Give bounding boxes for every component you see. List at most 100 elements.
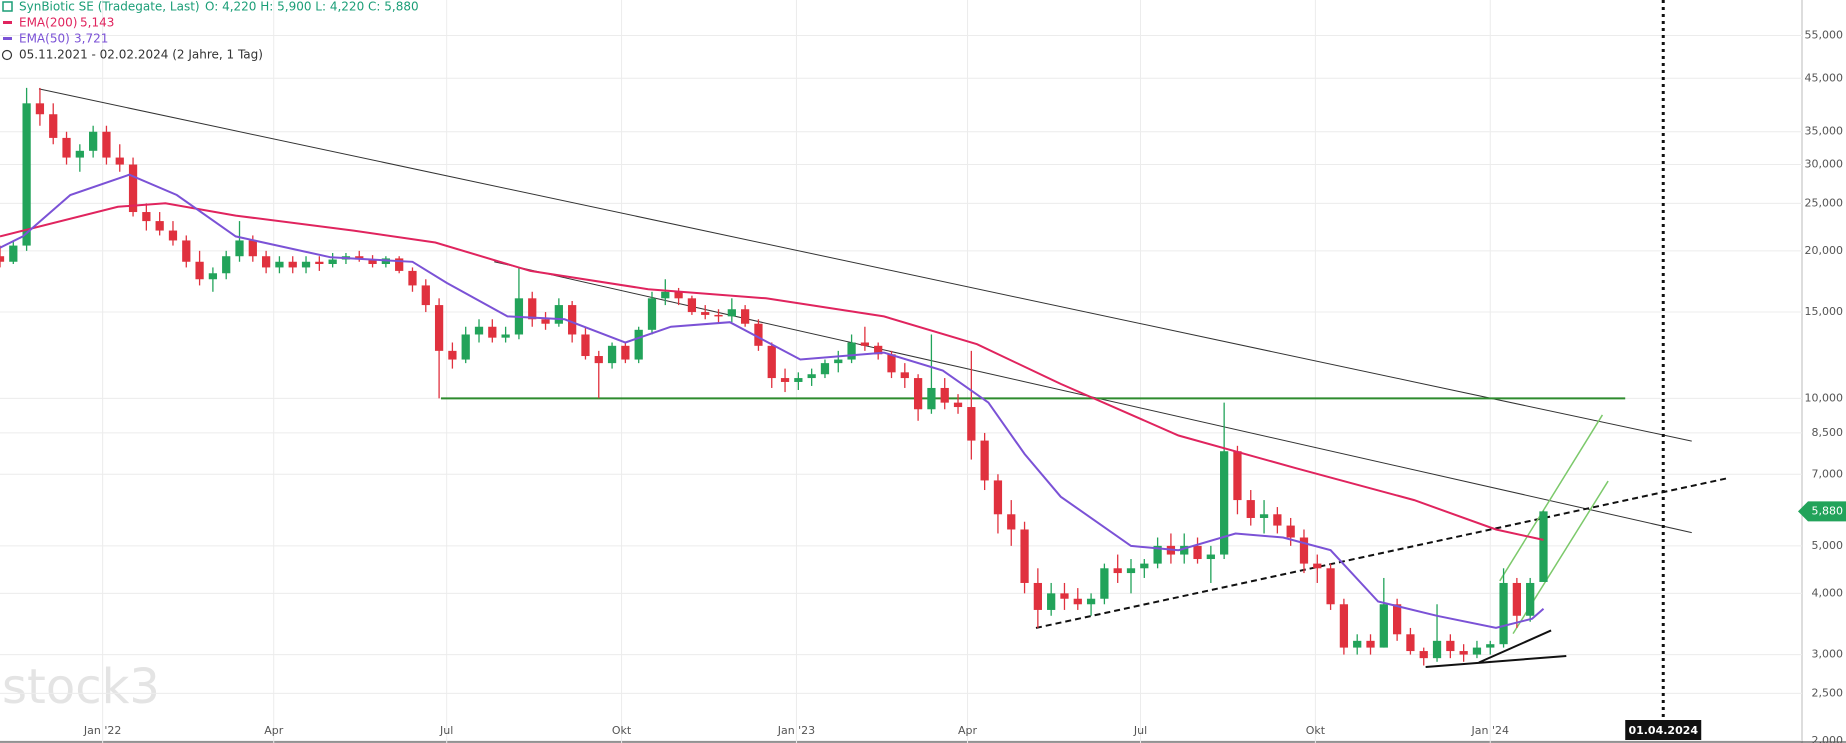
candle-body bbox=[967, 407, 976, 441]
candle-body bbox=[1299, 537, 1309, 564]
candle-body bbox=[1007, 514, 1016, 530]
x-tick-label: Apr bbox=[958, 724, 978, 737]
candle-body bbox=[1140, 563, 1149, 569]
last-price-label: 5,880 bbox=[1812, 504, 1844, 517]
candle-body bbox=[1206, 554, 1215, 560]
candle-body bbox=[661, 291, 670, 299]
candle-body bbox=[634, 329, 643, 360]
x-tick-label: Jul bbox=[1133, 724, 1147, 737]
candle-body bbox=[1020, 529, 1029, 583]
candle-body bbox=[714, 314, 723, 317]
y-tick-label: 45,000 bbox=[1805, 71, 1844, 84]
candle-body bbox=[488, 326, 497, 338]
last-price-badge bbox=[1798, 501, 1846, 522]
candle-body bbox=[222, 256, 231, 274]
candle-body bbox=[1526, 582, 1535, 616]
candle-body bbox=[568, 305, 577, 335]
candle-body bbox=[528, 298, 537, 320]
candle-body bbox=[953, 402, 963, 408]
candle-body bbox=[1060, 593, 1069, 599]
candle-body bbox=[940, 387, 949, 403]
candle-body bbox=[1086, 598, 1096, 605]
candle-body bbox=[860, 342, 870, 346]
candle-body bbox=[687, 298, 697, 313]
y-tick-label: 30,000 bbox=[1805, 158, 1844, 171]
y-tick-label: 15,000 bbox=[1805, 305, 1844, 318]
trendline bbox=[1425, 654, 1567, 668]
candle-body bbox=[900, 372, 909, 379]
candle-body bbox=[408, 270, 417, 286]
y-tick-label: 8,500 bbox=[1812, 426, 1844, 439]
y-tick-label: 2,000 bbox=[1812, 734, 1844, 743]
legend-label: EMA(200) bbox=[19, 16, 77, 30]
candle-body bbox=[1326, 568, 1335, 605]
legend-swatch bbox=[3, 21, 12, 24]
candle-body bbox=[461, 334, 470, 360]
x-tick-label: Okt bbox=[1306, 724, 1326, 737]
watermark: stock3 bbox=[2, 659, 160, 715]
candle-body bbox=[1419, 651, 1428, 659]
y-tick-label: 3,000 bbox=[1812, 648, 1844, 661]
candle-body bbox=[1499, 582, 1508, 645]
candle-body bbox=[155, 221, 164, 231]
candle-body bbox=[834, 359, 843, 364]
candle-body bbox=[1113, 568, 1122, 574]
candle-body bbox=[1073, 598, 1082, 605]
candle-body bbox=[1313, 563, 1322, 569]
period: 05.11.2021 - 02.02.2024 (2 Jahre, 1 Tag) bbox=[19, 48, 263, 62]
candle-body bbox=[128, 164, 138, 213]
candle-body bbox=[62, 137, 71, 158]
candle-body bbox=[554, 305, 563, 324]
candle-body bbox=[1406, 634, 1415, 652]
candle-body bbox=[927, 387, 936, 410]
candle-body bbox=[102, 131, 111, 158]
candle-body bbox=[315, 261, 324, 265]
candle-body bbox=[448, 350, 457, 360]
y-tick-label: 10,000 bbox=[1805, 391, 1844, 404]
candle-body bbox=[1339, 604, 1349, 648]
candle-body bbox=[1446, 640, 1455, 652]
candle-body bbox=[301, 261, 311, 268]
chart-title: SynBiotic SE (Tradegate, Last) bbox=[19, 0, 200, 14]
candle-body bbox=[1472, 647, 1482, 655]
candle-body bbox=[1353, 640, 1362, 648]
y-tick-label: 35,000 bbox=[1805, 125, 1844, 138]
candle-body bbox=[1512, 582, 1521, 616]
x-tick-label: Okt bbox=[612, 724, 632, 737]
y-tick-label: 55,000 bbox=[1805, 29, 1844, 42]
candle-body bbox=[1100, 568, 1109, 599]
candle-body bbox=[754, 323, 763, 346]
candle-body bbox=[1033, 582, 1042, 610]
legend-swatch bbox=[3, 37, 12, 40]
candle-body bbox=[1273, 514, 1282, 526]
candle-body bbox=[607, 345, 617, 364]
candle-body bbox=[75, 150, 84, 158]
candle-body bbox=[115, 157, 124, 165]
clock-icon bbox=[1, 49, 13, 61]
x-tick-label: Jan '24 bbox=[1471, 724, 1509, 737]
candle-body bbox=[767, 345, 776, 379]
candle-body bbox=[474, 326, 484, 335]
trendline bbox=[1035, 477, 1727, 629]
candle-body bbox=[1233, 451, 1242, 501]
x-tick-label: Jan '22 bbox=[83, 724, 121, 737]
candle-body bbox=[874, 345, 883, 355]
candle-body bbox=[235, 240, 244, 257]
legend-value: 5,143 bbox=[80, 16, 114, 30]
candle-body bbox=[581, 334, 590, 357]
candle-body bbox=[261, 256, 271, 268]
legend-value: 3,721 bbox=[74, 32, 108, 46]
y-tick-label: 25,000 bbox=[1805, 196, 1844, 209]
candle-body bbox=[913, 378, 923, 410]
candle-body bbox=[741, 309, 750, 324]
x-tick-label: Apr bbox=[264, 724, 284, 737]
candle-body bbox=[701, 312, 710, 315]
candle-body bbox=[727, 309, 736, 317]
x-tick-label: Jul bbox=[439, 724, 453, 737]
candle-body bbox=[35, 103, 45, 115]
candle-body bbox=[1286, 525, 1295, 538]
candle-body bbox=[594, 356, 603, 364]
candle-body bbox=[168, 230, 178, 241]
candle-body bbox=[49, 114, 58, 138]
